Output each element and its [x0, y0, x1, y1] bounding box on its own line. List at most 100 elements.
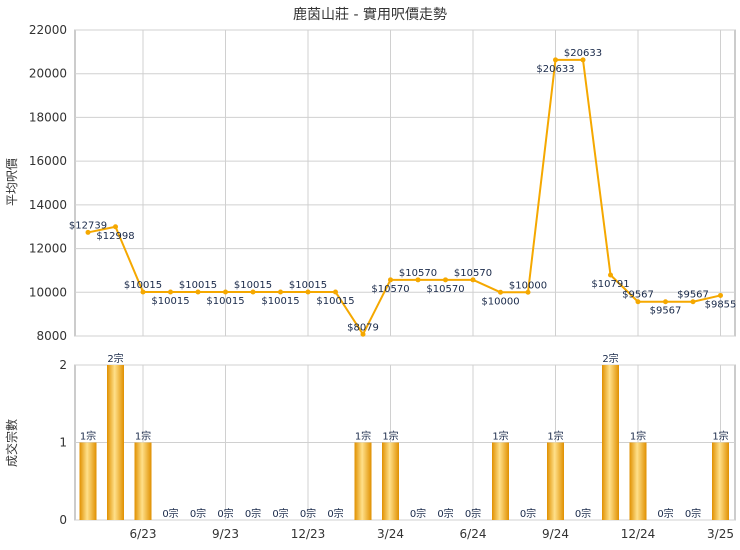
- price-data-label: $9567: [650, 306, 682, 317]
- price-point: [498, 289, 503, 295]
- x-tick-label: 9/24: [542, 527, 569, 541]
- price-data-label: $9567: [622, 290, 654, 301]
- price-data-label: $8079: [347, 322, 379, 333]
- y-tick-label: 14000: [29, 198, 67, 212]
- volume-bar: [134, 442, 152, 520]
- price-point: [635, 299, 641, 305]
- volume-data-label: 0宗: [245, 507, 261, 520]
- price-data-label: $10015: [316, 296, 354, 307]
- price-point: [415, 277, 421, 283]
- price-point: [305, 289, 311, 295]
- volume-bar: [547, 442, 564, 520]
- x-tick-label: 9/23: [212, 527, 239, 541]
- y-tick-label: 20000: [29, 67, 67, 81]
- price-data-label: $12739: [69, 220, 107, 231]
- price-data-label: $20633: [564, 48, 602, 59]
- volume-data-label: 1宗: [492, 430, 508, 443]
- price-point: [140, 289, 146, 295]
- price-axis-title: 平均呎價: [5, 158, 19, 206]
- price-series-line: [87, 58, 721, 336]
- price-point: [690, 299, 696, 305]
- volume-panel: 0 1 2 6/23 9/23 12/23 3/24 6/24 9/24 12/24 3/25 1宗 2…: [59, 352, 736, 541]
- volume-data-label: 0宗: [272, 507, 288, 520]
- volume-data-label: 1宗: [630, 430, 646, 443]
- volume-data-label: 0宗: [190, 507, 206, 520]
- volume-data-label: 1宗: [547, 430, 563, 443]
- price-data-label: $10570: [426, 284, 464, 295]
- price-point: [525, 289, 531, 295]
- price-data-label: $12998: [96, 231, 134, 242]
- price-point: [85, 229, 91, 235]
- plot-frame: [74, 29, 736, 337]
- price-data-label: $10015: [289, 280, 327, 291]
- volume-bar: [629, 442, 647, 520]
- volume-data-label: 2宗: [107, 352, 123, 365]
- price-point: [360, 331, 366, 337]
- price-data-label: $10791: [591, 279, 629, 290]
- x-tick-label: 3/25: [707, 527, 734, 541]
- price-data-label: $20633: [536, 64, 574, 75]
- y-tick-label: 2: [59, 358, 67, 372]
- price-point: [333, 289, 338, 295]
- y-tick-label: 18000: [29, 110, 67, 124]
- price-data-label: $9567: [677, 290, 709, 301]
- price-panel: 8000 10000 12000 14000 16000 18000 20000 22000 $…: [29, 23, 737, 343]
- price-point: [718, 292, 723, 298]
- y-tick-label: 22000: [29, 23, 67, 37]
- y-tick-label: 1: [59, 436, 67, 450]
- price-point: [663, 299, 668, 305]
- volume-data-label: 0宗: [685, 507, 701, 520]
- volume-data-label: 0宗: [410, 507, 426, 520]
- price-point: [278, 289, 283, 295]
- price-data-label: $10015: [206, 296, 244, 307]
- y-tick-label: 0: [59, 513, 67, 527]
- chart-title: 鹿茵山莊 - 實用呎價走勢: [293, 6, 447, 23]
- volume-bar: [712, 442, 729, 520]
- volume-data-label: 1宗: [382, 430, 398, 443]
- volume-bar: [107, 365, 124, 520]
- volume-data-label: 0宗: [465, 507, 481, 520]
- volume-data-label: 0宗: [575, 507, 591, 520]
- price-point: [608, 272, 613, 278]
- y-tick-label: 8000: [36, 329, 67, 343]
- price-data-label: $10000: [481, 296, 519, 307]
- price-data-label: $10570: [399, 268, 437, 279]
- volume-data-label: 1宗: [80, 430, 96, 443]
- y-tick-label: 16000: [29, 154, 67, 168]
- x-tick-label: 3/24: [377, 527, 404, 541]
- volume-data-label: 0宗: [520, 507, 536, 520]
- price-data-label: $10570: [371, 284, 409, 295]
- volume-data-label: 1宗: [712, 430, 728, 443]
- price-data-label: $10015: [234, 280, 272, 291]
- price-point: [443, 277, 448, 283]
- volume-data-label: 1宗: [355, 430, 371, 443]
- price-data-label: $10015: [179, 280, 217, 291]
- volume-bar: [492, 442, 509, 520]
- price-point: [580, 57, 586, 63]
- volume-bar: [79, 442, 97, 520]
- price-point: [195, 289, 201, 295]
- volume-bar: [354, 442, 372, 520]
- volume-data-label: 1宗: [135, 430, 151, 443]
- price-data-label: $9855: [705, 299, 737, 310]
- price-data-label: $10015: [261, 296, 299, 307]
- price-data-label: $10015: [124, 280, 162, 291]
- price-point: [388, 277, 393, 283]
- price-point: [553, 57, 558, 63]
- volume-data-label: 0宗: [217, 507, 233, 520]
- price-data-label: $10015: [151, 296, 189, 307]
- volume-data-label: 0宗: [437, 507, 453, 520]
- price-point: [168, 289, 173, 295]
- y-tick-label: 12000: [29, 242, 67, 256]
- price-data-label: $10570: [454, 268, 492, 279]
- volume-bar: [602, 365, 619, 520]
- x-tick-label: 12/24: [621, 527, 656, 541]
- price-data-label: $10000: [509, 280, 547, 291]
- price-point: [223, 289, 228, 295]
- volume-data-label: 0宗: [300, 507, 316, 520]
- x-tick-label: 12/23: [291, 527, 326, 541]
- x-tick-label: 6/23: [130, 527, 157, 541]
- volume-data-label: 0宗: [657, 507, 673, 520]
